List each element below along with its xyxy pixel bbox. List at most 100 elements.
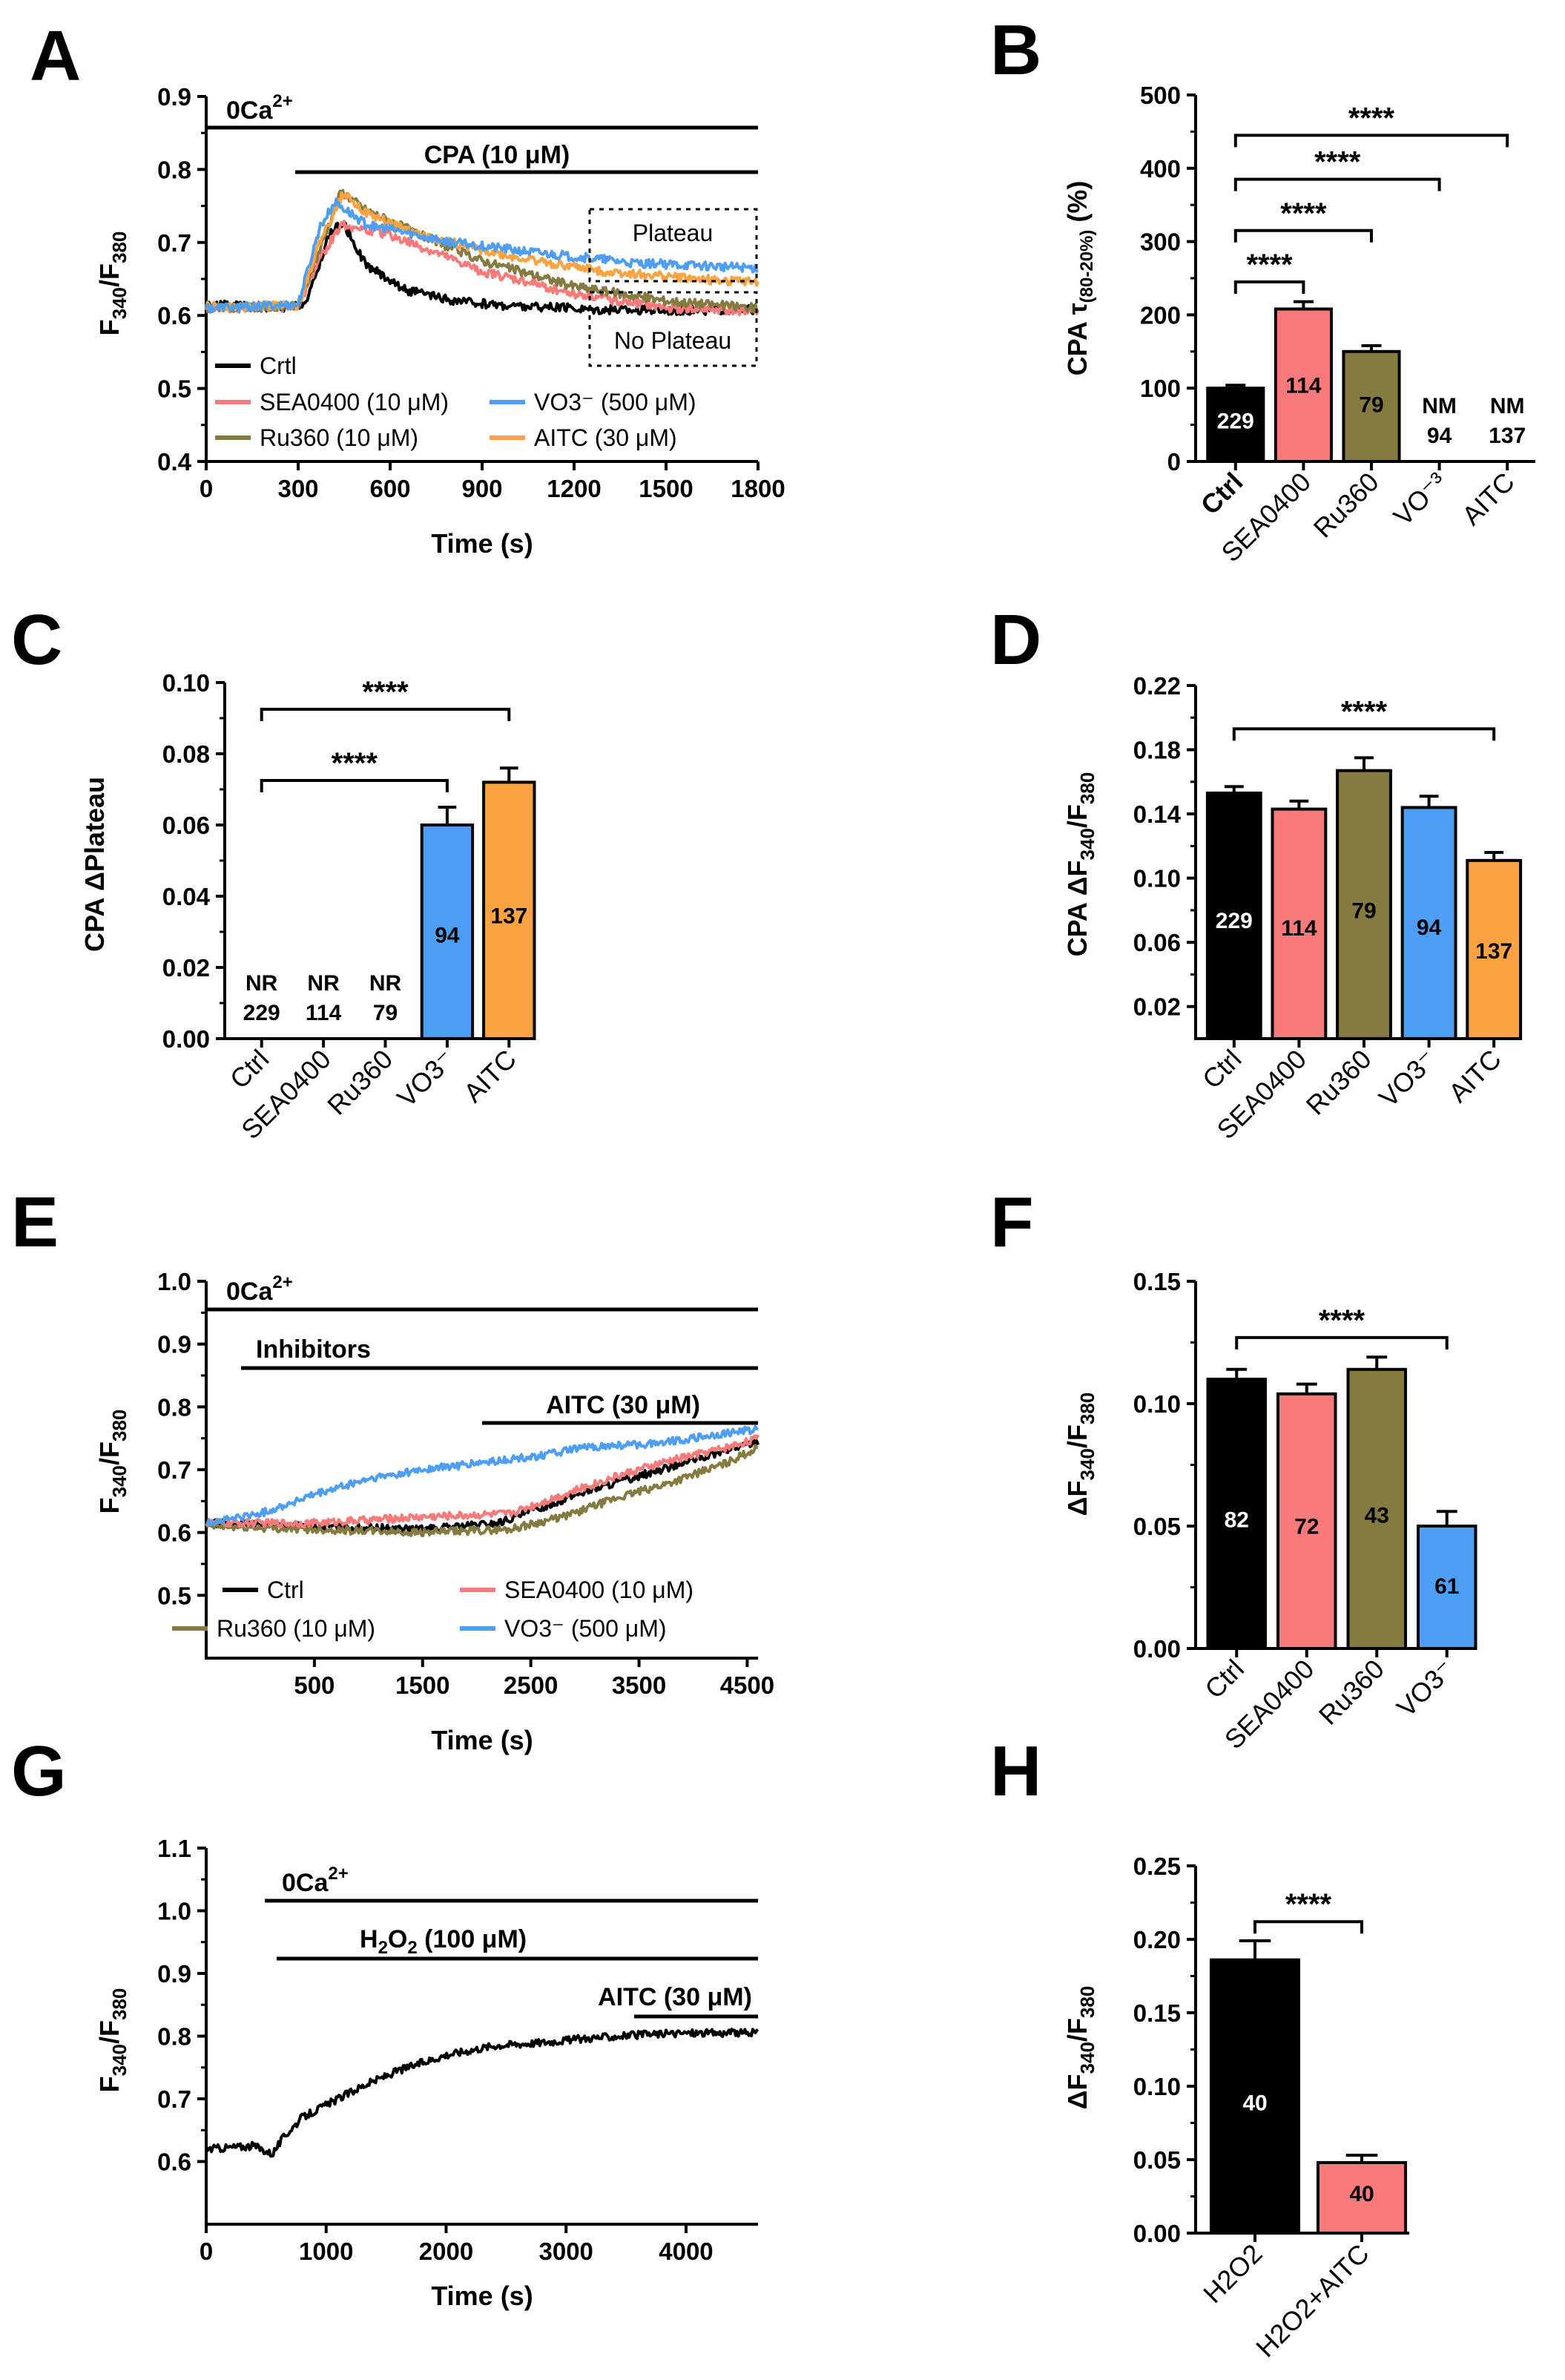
- panel-letter-h: H: [990, 1732, 1041, 1811]
- g-h2o2-label: H2O2 (100 μM): [360, 1925, 527, 1958]
- g-x-axis-label: Time (s): [431, 2281, 533, 2311]
- bar-n-label: 137: [490, 904, 527, 928]
- y-tick-label: 0.00: [162, 1025, 210, 1053]
- y-tick-label: 500: [1140, 82, 1181, 109]
- y-tick-label: 0.00: [1133, 1635, 1181, 1663]
- x-tick-label: 2500: [504, 1671, 558, 1699]
- bar-vo3: [1417, 1525, 1477, 1650]
- x-tick-label: 600: [369, 475, 410, 502]
- bar-n-label: 43: [1365, 1504, 1389, 1528]
- significance-stars: ****: [1246, 249, 1293, 281]
- y-tick-label: 0.02: [1133, 993, 1181, 1021]
- y-tick-label: 0.14: [1133, 801, 1182, 828]
- y-tick-label: 0.20: [1133, 1926, 1181, 1953]
- panel-g-axes: 0.6 0.7 0.8 0.9 1.0 1.1 0 1000 2000 3000 4000: [157, 1835, 758, 2265]
- bar-vo3: [420, 824, 475, 1040]
- x-tick-label: 1200: [547, 475, 601, 502]
- bar-ctrl: [1206, 387, 1265, 464]
- y-tick-label: 0.9: [157, 1331, 191, 1358]
- significance-bracket: [1233, 134, 1509, 148]
- legend-crtl: Crtl: [260, 352, 297, 379]
- bar-n-label: 72: [1294, 1515, 1319, 1539]
- significance-bracket: [1233, 280, 1305, 294]
- e-x-axis-label: Time (s): [431, 1725, 533, 1755]
- a-cpa-label: CPA (10 μM): [424, 141, 570, 169]
- panel-letter-f: F: [990, 1183, 1034, 1262]
- y-tick-label: 0.6: [157, 2149, 191, 2176]
- bar-status-label: NR: [369, 971, 402, 996]
- category-label: Ru360: [1308, 467, 1385, 544]
- category-label: VO3⁻: [1373, 1044, 1442, 1113]
- y-tick-label: 1.0: [157, 1268, 191, 1295]
- trace-aitc: [205, 191, 760, 312]
- x-tick-label: 300: [277, 475, 318, 502]
- y-tick-label: 300: [1140, 229, 1181, 256]
- panel-f-bar-chart: 0.000.050.100.1582Ctrl72SEA040043Ru36061…: [1062, 1268, 1477, 1755]
- y-tick-label: 0.9: [157, 83, 191, 111]
- y-tick-label: 0.04: [162, 883, 211, 910]
- panel-a-axes: 0.4 0.5 0.6 0.7 0.8 0.9 0 300 600 900 1200 1500 1800: [157, 83, 785, 502]
- x-tick-label: 1500: [395, 1671, 449, 1699]
- x-tick-label: 0: [200, 2238, 213, 2265]
- e-0ca-label: 0Ca2+: [226, 1272, 293, 1306]
- significance-bracket: [1233, 229, 1373, 243]
- bar-n-label: 79: [1359, 392, 1383, 417]
- category-label: Ctrl: [1196, 1044, 1248, 1095]
- y-tick-label: 1.1: [157, 1835, 191, 1862]
- significance-stars: ****: [362, 676, 409, 709]
- significance-stars: ****: [1348, 102, 1395, 134]
- bar-ru360: [1346, 1367, 1407, 1651]
- y-tick-label: 1.0: [157, 1898, 191, 1925]
- bar-aitc: [1466, 858, 1523, 1040]
- significance-stars: ****: [1319, 1304, 1365, 1337]
- bar-n-label: 229: [1217, 410, 1254, 434]
- y-tick-label: 0.25: [1133, 1853, 1181, 1880]
- significance-bracket: [1235, 1335, 1449, 1350]
- significance-stars: ****: [1285, 1888, 1332, 1921]
- bar-n-label: 79: [1351, 898, 1376, 923]
- bar-n-label: 61: [1434, 1574, 1459, 1599]
- bar-status-label: NM: [1490, 394, 1525, 418]
- g-y-axis-label: F340/F380: [94, 1988, 131, 2093]
- significance-bracket: [1232, 727, 1496, 741]
- significance-bracket: [1253, 1920, 1363, 1934]
- significance-bracket: [1233, 177, 1441, 191]
- bar-ru360: [1336, 769, 1392, 1040]
- x-tick-label: 1500: [639, 475, 693, 502]
- panel-letter-e: E: [11, 1183, 59, 1262]
- category-label: Ctrl: [1199, 1654, 1250, 1705]
- x-tick-label: 4000: [659, 2238, 713, 2265]
- panel-a-traces: [205, 188, 760, 317]
- bar-status-label: NR: [307, 971, 340, 996]
- g-0ca-label: 0Ca2+: [282, 1864, 349, 1897]
- y-tick-label: 0.5: [157, 1582, 191, 1609]
- trace-sea0400: [205, 1434, 760, 1528]
- panel-d-bar-chart: 0.020.060.100.140.180.22229Ctrl114SEA040…: [1062, 672, 1523, 1145]
- y-tick-label: 0.15: [1133, 1999, 1181, 2027]
- panel-letter-g: G: [11, 1732, 67, 1811]
- bar-vo3: [1400, 806, 1457, 1041]
- trace-ru360: [205, 1444, 759, 1537]
- y-tick-label: 0.10: [1133, 865, 1181, 892]
- category-label: Ru360: [1300, 1044, 1377, 1121]
- legend-e-ctrl: Ctrl: [267, 1577, 304, 1603]
- x-tick-label: 1800: [731, 475, 785, 502]
- y-tick-label: 0.6: [157, 1519, 191, 1547]
- panel-h-bar-chart: 0.00 0.05 0.10 0.15 0.20 0.25 40 H2O2 40 H2O2+AIT…: [1062, 1853, 1409, 2363]
- e-y-axis-label: F340/F380: [94, 1410, 131, 1514]
- y-tick-label: 0.6: [157, 302, 191, 329]
- category-label: AITC: [1456, 467, 1520, 531]
- x-tick-label: 3000: [539, 2238, 593, 2265]
- bar-status-label: NM: [1422, 394, 1457, 418]
- panel-e-legend: Ctrl SEA0400 (10 μM) Ru360 (10 μM) VO3⁻ …: [172, 1577, 693, 1642]
- significance-bracket: [260, 779, 449, 792]
- y-tick-label: 0.7: [157, 229, 191, 257]
- significance-bracket: [260, 708, 511, 721]
- a-x-axis-label: Time (s): [431, 528, 533, 559]
- panel-e-axes: 0.5 0.6 0.7 0.8 0.9 1.0 500 1500 2500 3500 4500: [157, 1268, 774, 1699]
- category-label: Ctrl: [224, 1044, 275, 1095]
- y-tick-label: 0.5: [157, 375, 191, 403]
- x-tick-label: 4500: [720, 1671, 774, 1699]
- y-tick-label: 0.9: [157, 1960, 191, 1988]
